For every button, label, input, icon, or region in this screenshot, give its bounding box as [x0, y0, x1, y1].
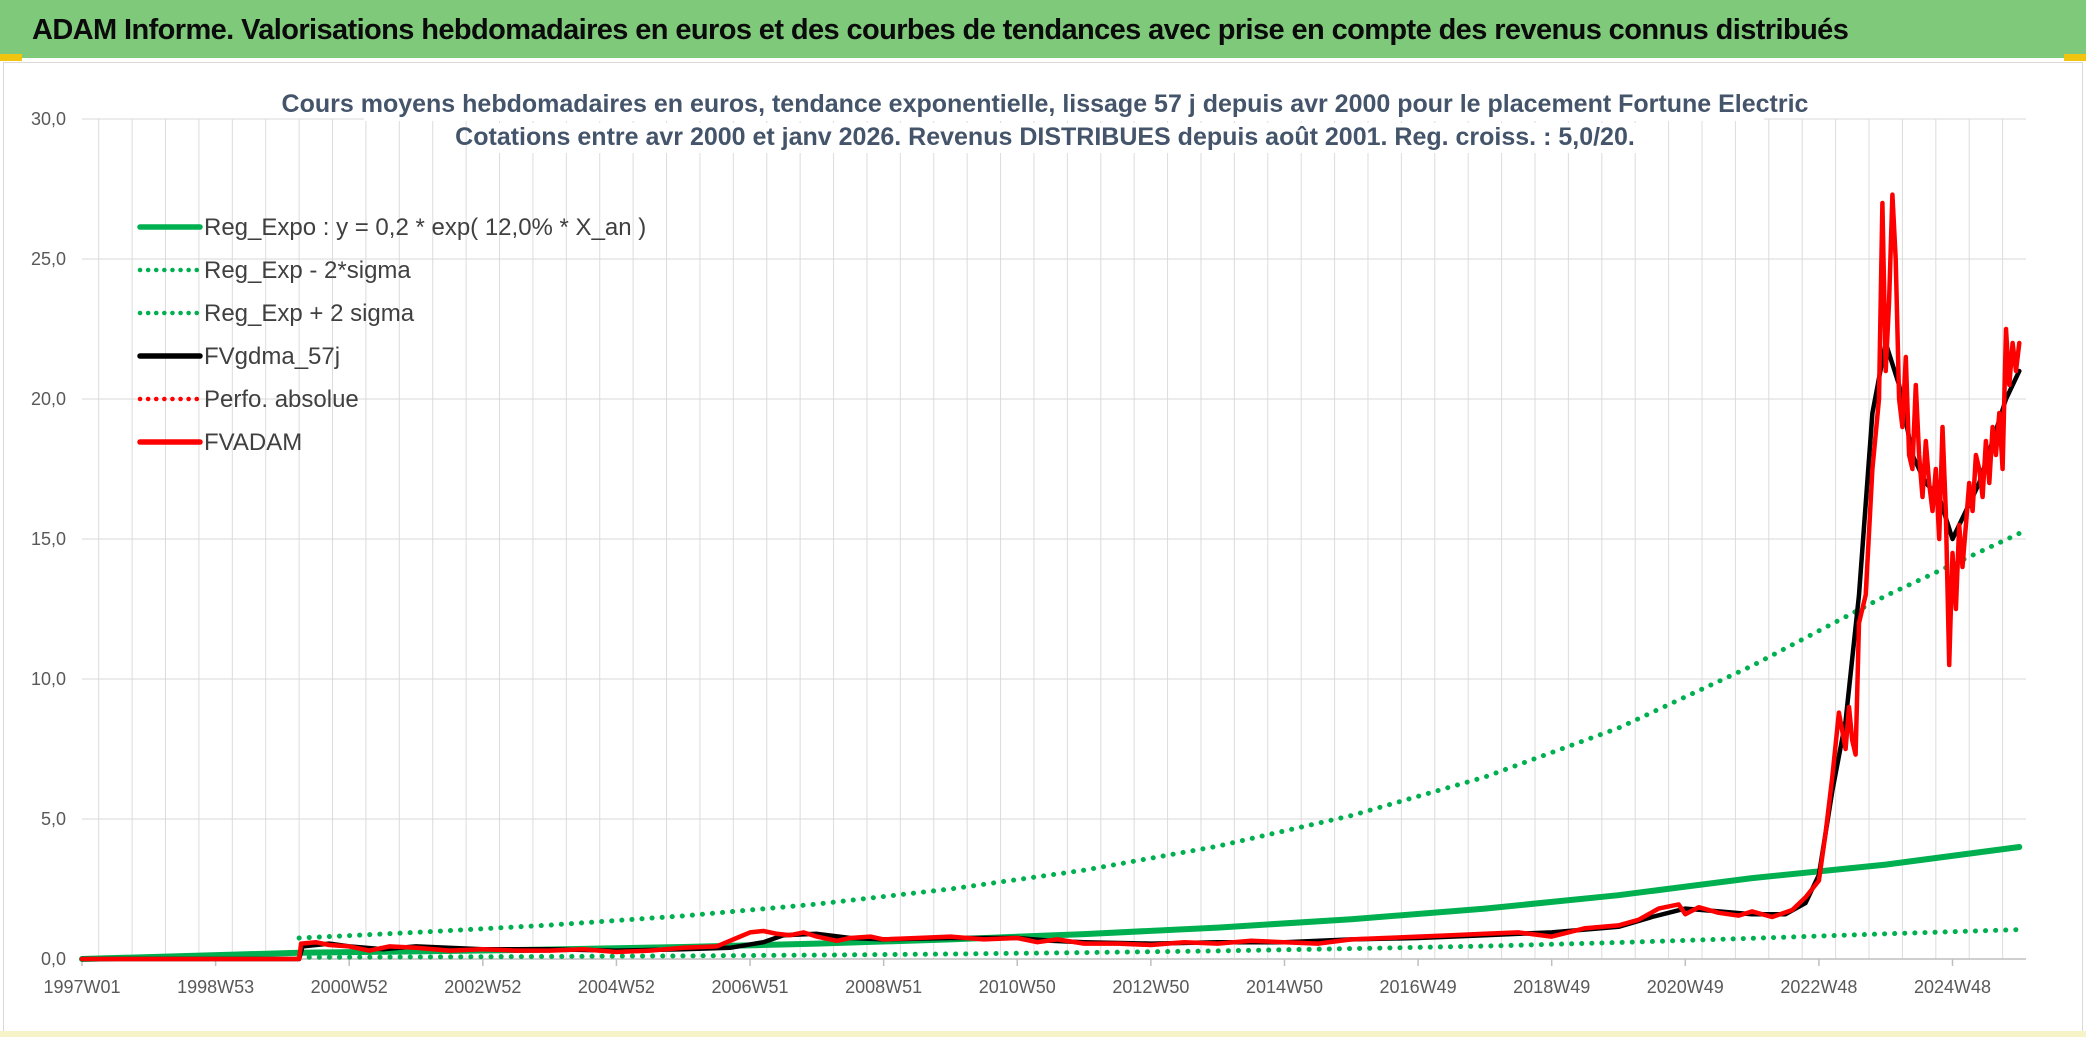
x-tick-label: 2004W52 [578, 977, 655, 997]
y-tick-label: 5,0 [41, 809, 66, 829]
x-tick-label: 2006W51 [712, 977, 789, 997]
banner-corner-left [0, 54, 22, 61]
series-line-2 [296, 530, 2022, 941]
line-chart: 0,0 5,0 10,0 15,0 20,0 25,0 30,0 1997W01 1998W53… [31, 90, 2026, 997]
x-tick-label: 2010W50 [979, 977, 1056, 997]
x-tick-label: 2002W52 [444, 977, 521, 997]
series-line-1 [296, 927, 2022, 960]
chart-frame: 0,0 5,0 10,0 15,0 20,0 25,0 30,0 1997W01 1998W53… [3, 62, 2083, 1035]
banner-title: ADAM Informe. Valorisations hebdomadaire… [32, 14, 1849, 46]
y-tick-label: 10,0 [31, 669, 66, 689]
axes: 0,0 5,0 10,0 15,0 20,0 25,0 30,0 1997W01 1998W53… [31, 109, 2026, 997]
legend-label: FVADAM [204, 429, 302, 456]
legend-label: Reg_Exp + 2 sigma [204, 300, 415, 327]
legend-label: Reg_Exp - 2*sigma [204, 257, 411, 284]
bottom-band [0, 1031, 2086, 1037]
y-tick-label: 15,0 [31, 529, 66, 549]
x-tick-label: 2008W51 [845, 977, 922, 997]
legend: Reg_Expo : y = 0,2 * exp( 12,0% * X_an )… [137, 214, 646, 456]
y-tick-label: 20,0 [31, 389, 66, 409]
x-tick-label: 2020W49 [1647, 977, 1724, 997]
x-tick-label: 2022W48 [1780, 977, 1857, 997]
banner-corner-right [2064, 54, 2086, 61]
gridlines [82, 118, 2026, 960]
chart-subtitle: Cotations entre avr 2000 et janv 2026. R… [455, 123, 1635, 151]
subtitle-background [484, 123, 1639, 153]
x-tick-label: 1998W53 [177, 977, 254, 997]
x-tick-label: 2024W48 [1914, 977, 1991, 997]
y-tick-label: 0,0 [41, 949, 66, 969]
title-background [364, 91, 1764, 121]
x-tick-label: 2014W50 [1246, 977, 1323, 997]
legend-label: FVgdma_57j [204, 343, 340, 370]
x-tick-label: 1997W01 [43, 977, 120, 997]
series-lines [79, 192, 2023, 962]
chart-title: Cours moyens hebdomadaires en euros, ten… [282, 90, 1809, 118]
x-tick-label: 2012W50 [1112, 977, 1189, 997]
x-tick-label: 2016W49 [1380, 977, 1457, 997]
title-banner [0, 0, 2086, 58]
series-line-3 [79, 340, 2022, 962]
legend-label: Reg_Expo : y = 0,2 * exp( 12,0% * X_an ) [204, 214, 646, 241]
y-tick-label: 25,0 [31, 249, 66, 269]
x-tick-label: 2018W49 [1513, 977, 1590, 997]
legend-label: Perfo. absolue [204, 386, 359, 413]
x-tick-label: 2000W52 [311, 977, 388, 997]
y-tick-label: 30,0 [31, 109, 66, 129]
series-line-5 [79, 192, 2022, 962]
